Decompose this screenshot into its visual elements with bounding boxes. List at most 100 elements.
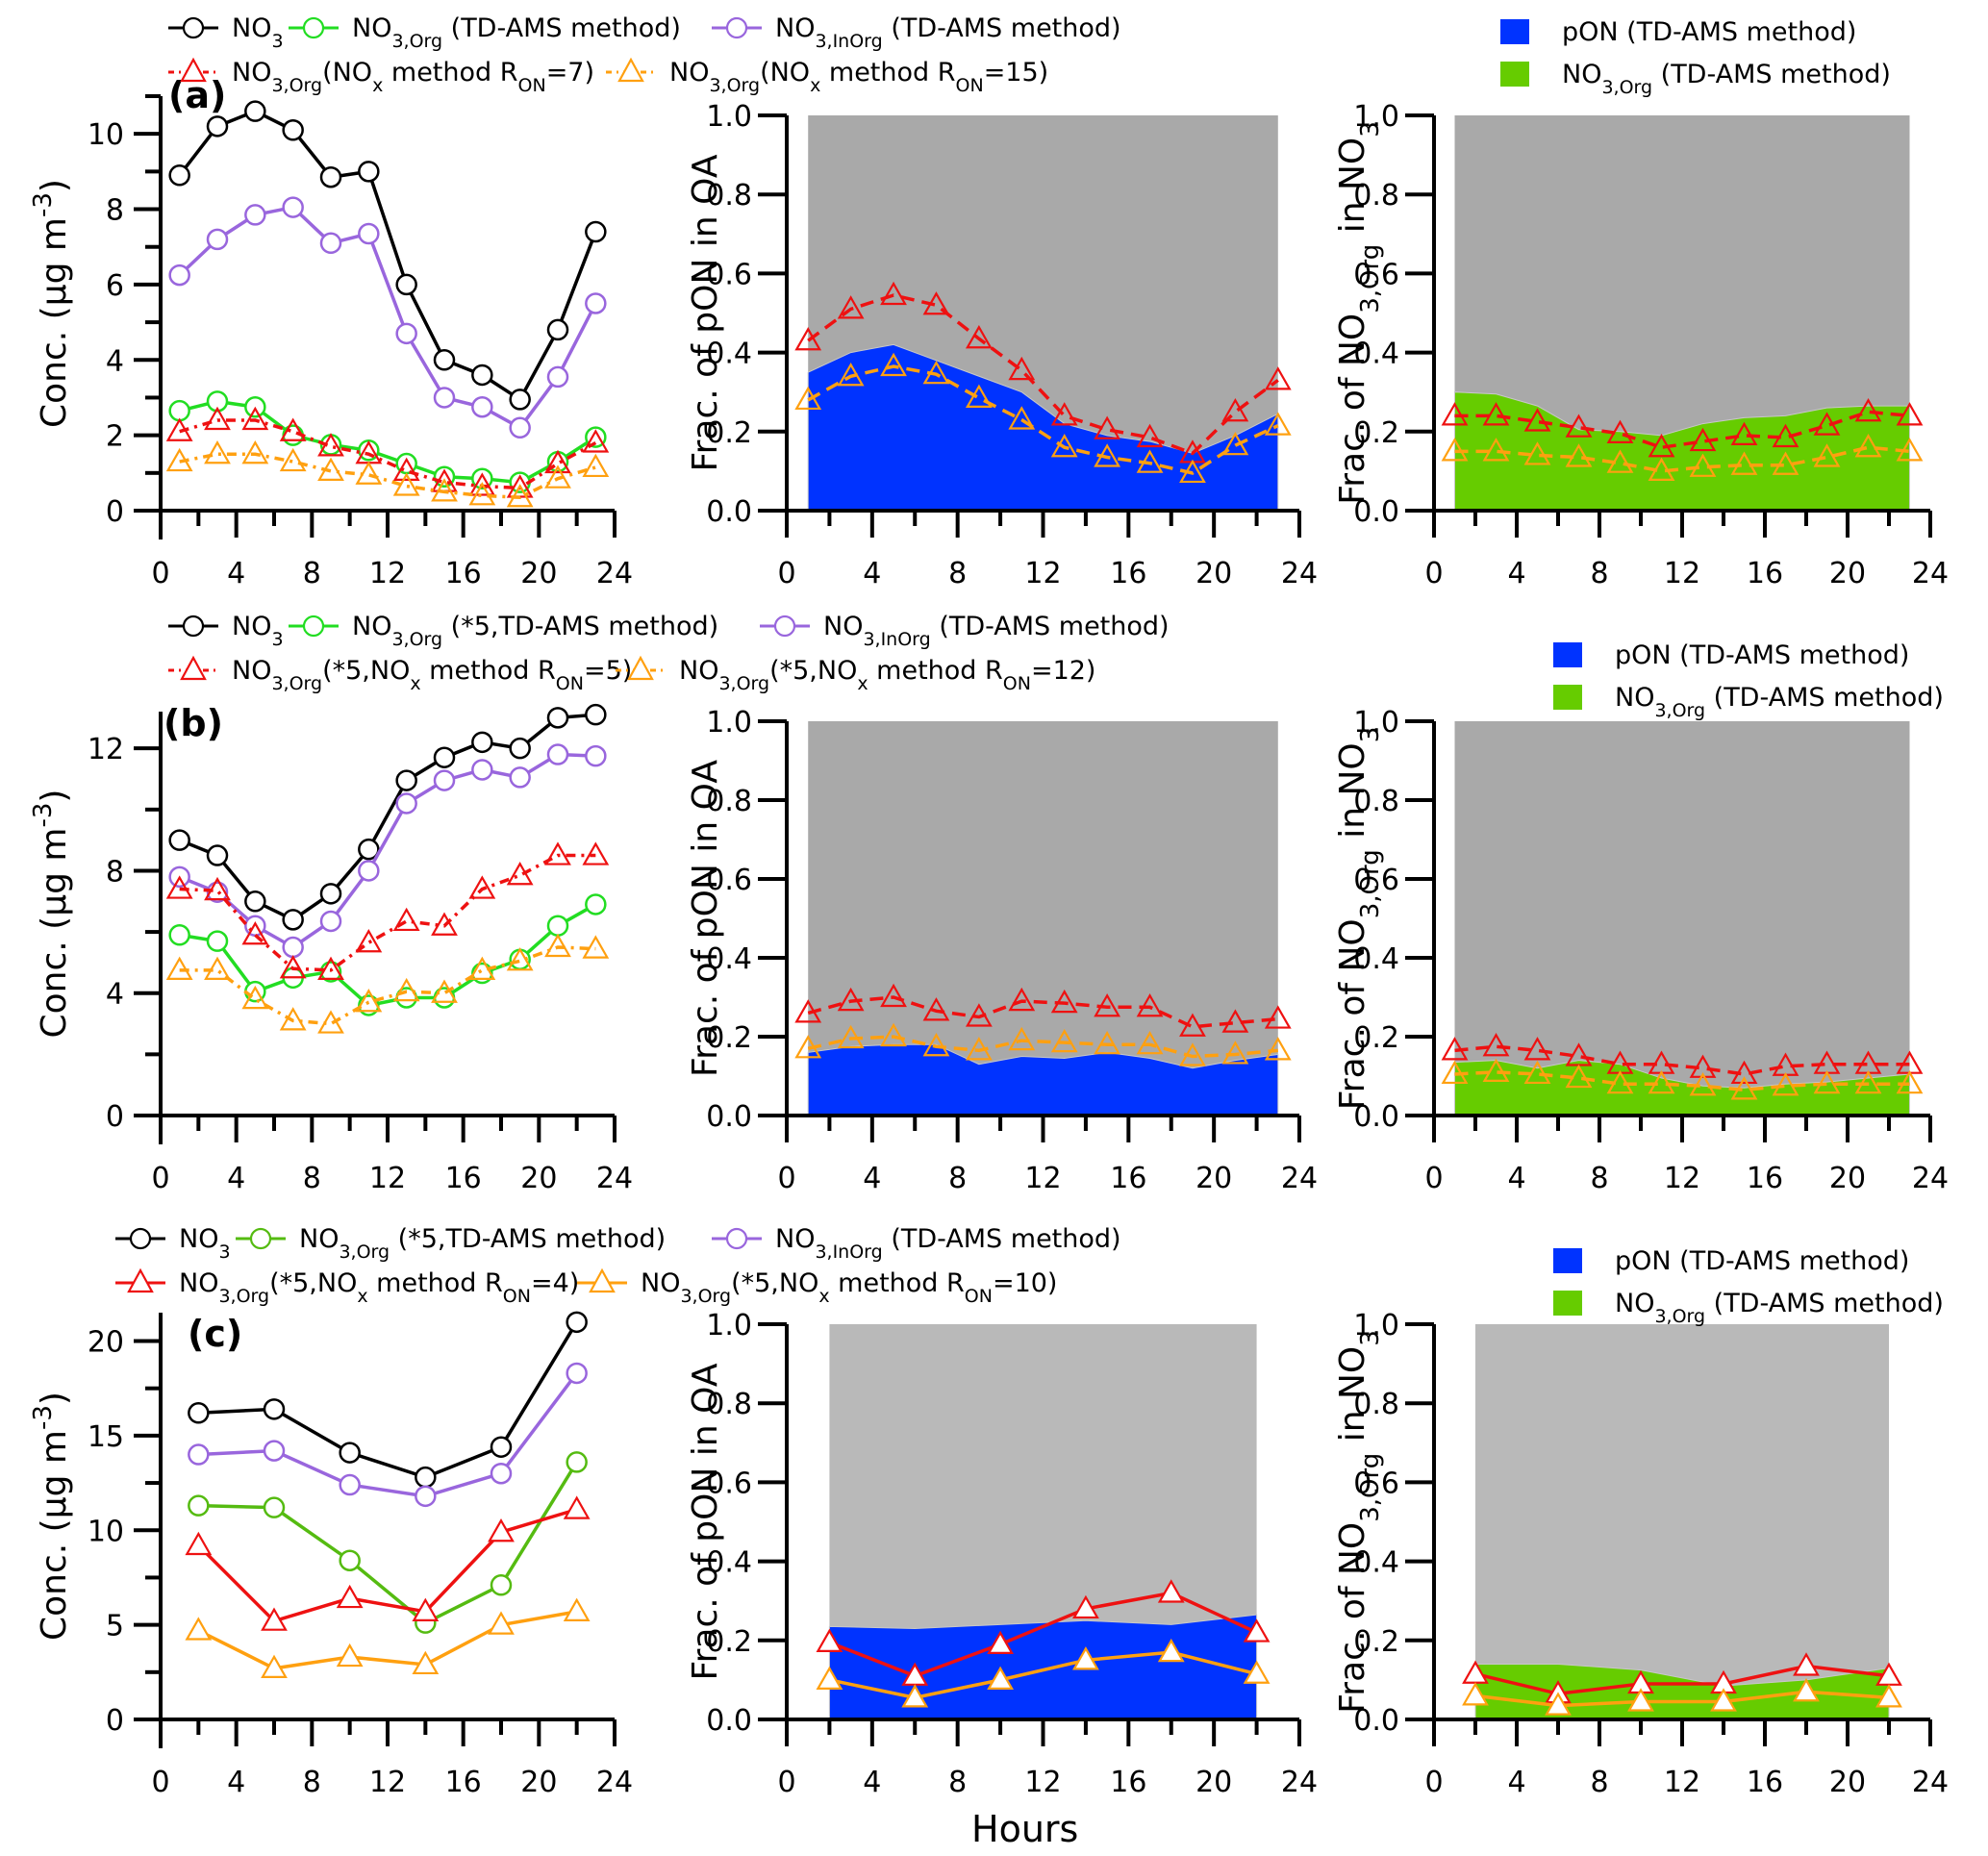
x-tick-label: 24 — [596, 557, 633, 590]
data-point — [1264, 412, 1292, 436]
data-point — [837, 363, 865, 387]
x-tick-label: 4 — [1507, 1766, 1525, 1799]
subscript: 3,Org — [1654, 1306, 1705, 1327]
x-tick-label: 16 — [1747, 1162, 1783, 1195]
legend-swatch — [1500, 19, 1529, 44]
x-tick-label: 20 — [520, 1162, 557, 1195]
data-point — [563, 1597, 591, 1621]
title-rest: in NO — [1333, 138, 1372, 244]
y-tick-label: 5 — [106, 1610, 124, 1643]
subscript: 3,Org — [339, 1242, 390, 1263]
x-tick-label: 16 — [1747, 1766, 1783, 1799]
data-point — [1793, 1678, 1820, 1702]
legend-marker — [725, 16, 748, 39]
data-point — [1875, 1684, 1902, 1708]
data-point — [412, 1597, 440, 1621]
data-point — [1264, 366, 1292, 390]
data-point — [1689, 1054, 1717, 1078]
y-tick-label: 0.8 — [706, 785, 752, 818]
data-point — [1648, 457, 1675, 481]
x-tick-label: 0 — [777, 1162, 795, 1195]
data-point — [1565, 443, 1593, 467]
data-point — [433, 769, 456, 791]
data-point — [1813, 443, 1841, 467]
legend-rest: method R — [830, 1268, 965, 1298]
data-point — [358, 860, 380, 882]
y-tick-label: 0.0 — [706, 1704, 752, 1738]
legend-label: NO3,Org (TD-AMS method) — [1615, 683, 1944, 721]
data-point — [206, 390, 229, 413]
subscript: x — [372, 75, 383, 96]
data-point — [544, 449, 571, 474]
data-point — [837, 295, 865, 319]
data-point — [1136, 1030, 1164, 1055]
data-point — [415, 1485, 437, 1508]
data-point — [261, 1654, 288, 1678]
legend-marker — [182, 614, 205, 638]
x-tick-label: 20 — [520, 1766, 557, 1799]
legend-rest: (*5,NO — [731, 1268, 818, 1298]
series-line — [179, 452, 596, 500]
subscript: 3 — [1356, 727, 1385, 743]
data-point — [563, 1495, 591, 1519]
data-point — [468, 482, 496, 506]
x-tick-label: 16 — [1110, 1766, 1146, 1799]
data-point — [1441, 1037, 1469, 1061]
x-tick-label: 8 — [948, 1162, 967, 1195]
x-tick-label: 12 — [1664, 1162, 1700, 1195]
data-point — [244, 100, 266, 122]
series-line — [179, 418, 597, 490]
series-line — [179, 399, 597, 485]
data-point — [506, 484, 534, 508]
data-point — [244, 915, 266, 937]
data-point — [582, 935, 610, 959]
data-point — [837, 987, 865, 1012]
data-point — [509, 737, 531, 760]
x-tick-label: 8 — [948, 557, 967, 590]
data-point — [585, 220, 607, 243]
data-point — [282, 196, 304, 218]
data-point — [1221, 398, 1249, 422]
data-point — [165, 447, 193, 472]
subscript: ON — [1003, 673, 1031, 694]
series-line — [198, 1371, 579, 1498]
data-point — [987, 1630, 1014, 1655]
series-line — [1474, 1690, 1890, 1708]
data-point — [1896, 402, 1924, 426]
data-point — [317, 433, 344, 457]
y-tick-label: 4 — [106, 344, 124, 378]
data-point — [1072, 1646, 1099, 1670]
subscript: x — [810, 75, 820, 96]
subscript: 3,Org — [1654, 700, 1705, 721]
y-axis-title: Conc. (µg m-3) — [29, 1392, 74, 1641]
y-tick-label: 20 — [88, 1326, 124, 1360]
x-tick-label: 24 — [1281, 1162, 1318, 1195]
legend-rest: method R — [368, 1268, 503, 1298]
legend-rest: (NO — [322, 58, 372, 88]
data-point — [544, 464, 571, 489]
y-tick-label: 0.0 — [1353, 1704, 1399, 1738]
data-point — [468, 472, 496, 496]
data-point — [585, 744, 607, 767]
y-tick-label: 10 — [88, 1515, 124, 1548]
data-point — [1772, 451, 1799, 475]
data-point — [319, 165, 342, 188]
area-legend: pON (TD-AMS method) NO3,Org (TD-AMS metho… — [1500, 17, 1891, 98]
x-tick-label: 12 — [1024, 557, 1061, 590]
legend-rest: method R — [868, 656, 1003, 686]
legend-item: NO3,Org(NOx method RON=7) — [168, 57, 594, 96]
subscript: 3,Org — [271, 673, 322, 694]
data-point — [282, 909, 304, 931]
x-tick-label: 16 — [445, 1162, 482, 1195]
legend-rest: (TD-AMS method) — [1652, 60, 1891, 89]
x-tick-label: 4 — [1507, 1162, 1525, 1195]
legend-rest: (*5,TD-AMS method) — [442, 612, 718, 641]
x-tick-label: 24 — [1912, 557, 1949, 590]
data-point — [241, 985, 269, 1010]
data-point — [358, 161, 380, 183]
data-point — [506, 862, 534, 886]
x-tick-label: 16 — [445, 1766, 482, 1799]
subscript: 3,Org — [1356, 849, 1385, 918]
